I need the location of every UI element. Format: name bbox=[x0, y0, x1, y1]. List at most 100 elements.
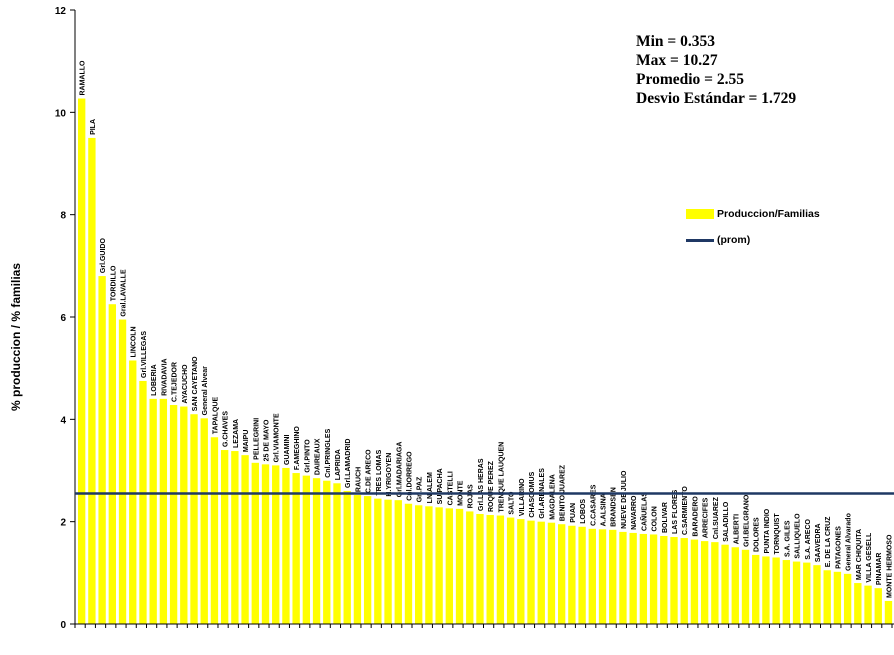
bar-label: COLON bbox=[652, 506, 659, 531]
bar-label: G.CHAVES bbox=[223, 411, 230, 447]
bar bbox=[670, 537, 678, 624]
bar-label: MAR CHIQUITA bbox=[856, 529, 863, 580]
bar-label: Grl.GUIDO bbox=[100, 238, 107, 274]
bar-label: ARRECIFES bbox=[703, 497, 710, 538]
legend-label-line: (prom) bbox=[717, 234, 751, 246]
bar bbox=[731, 547, 739, 624]
bar-label: CAÑUELAS bbox=[639, 492, 648, 531]
bar-label: MONTE HERMOSO bbox=[886, 534, 893, 598]
bar bbox=[384, 499, 392, 624]
bar-label: DOLORES bbox=[754, 517, 761, 552]
bar-label: S.A. GILES bbox=[784, 520, 791, 557]
bar-label: PUAN bbox=[570, 503, 577, 523]
legend-swatch-bar bbox=[686, 209, 714, 219]
bar bbox=[547, 522, 556, 624]
bar bbox=[711, 542, 719, 624]
bar-label: Gral.LAVALLE bbox=[121, 269, 128, 317]
y-axis-label: % produccion / % familias bbox=[9, 263, 23, 411]
bar bbox=[741, 549, 750, 624]
bar bbox=[874, 588, 882, 624]
bar-label: PUNTA INDIO bbox=[764, 508, 771, 553]
bar bbox=[343, 490, 351, 624]
bar-label: Grl.VIAMONTE bbox=[274, 413, 281, 462]
bar-label: 25 DE MAYO bbox=[264, 419, 271, 461]
bar bbox=[159, 398, 168, 624]
bar-label: LAS FLORES bbox=[672, 489, 679, 534]
bar-label: Grl.VILLEGAS bbox=[141, 331, 148, 378]
bar bbox=[190, 414, 198, 624]
bar-label: LOBERIA bbox=[151, 364, 158, 396]
legend: Produccion/Familias (prom) bbox=[686, 205, 820, 257]
bar-label: TRENQUE LAUQUEN bbox=[498, 442, 505, 513]
bar-label: BARADERO bbox=[692, 496, 699, 537]
bar bbox=[302, 475, 311, 624]
stat-min: Min = 0.353 bbox=[636, 33, 716, 50]
bar-label: S.A. ARECO bbox=[805, 518, 812, 559]
bar bbox=[854, 583, 862, 624]
bar-label: A.ALSINA bbox=[601, 493, 608, 526]
bar bbox=[374, 498, 382, 624]
bar-label: TORDILLO bbox=[110, 265, 117, 301]
legend-swatch-line bbox=[686, 238, 714, 242]
y-tick-label: 2 bbox=[60, 518, 66, 529]
y-tick-label: 4 bbox=[60, 415, 66, 426]
bar bbox=[619, 531, 627, 624]
bar bbox=[353, 495, 362, 624]
bar bbox=[139, 380, 147, 624]
bar-label: LAPRIDA bbox=[335, 449, 342, 480]
bar bbox=[792, 561, 801, 624]
bar bbox=[649, 534, 658, 624]
bar-label: LINCOLN bbox=[131, 326, 138, 357]
bar bbox=[843, 573, 852, 624]
legend-item-bars: Produccion/Familias bbox=[686, 205, 820, 223]
bar-label: C.TEJEDOR bbox=[172, 362, 179, 402]
bar bbox=[210, 437, 219, 624]
bar bbox=[833, 571, 842, 624]
bar-label: TORNQUIST bbox=[774, 513, 781, 555]
bar bbox=[241, 455, 249, 624]
bar bbox=[180, 406, 188, 624]
bar bbox=[333, 483, 341, 624]
bar bbox=[272, 465, 280, 624]
bar-label: PELLEGRINI bbox=[253, 418, 260, 460]
bar bbox=[220, 450, 229, 624]
bar bbox=[517, 519, 525, 624]
bar-label: VILLARINO bbox=[519, 478, 526, 516]
bar bbox=[568, 525, 576, 624]
bar-label: LEZAMA bbox=[233, 419, 240, 448]
bar bbox=[149, 398, 157, 624]
bar-label: E. DE LA CRUZ bbox=[825, 516, 832, 567]
bar-label: SAAVEDRA bbox=[815, 523, 822, 562]
bar bbox=[292, 473, 300, 624]
bar-label: C.CASARES bbox=[590, 484, 597, 526]
y-tick-label: 8 bbox=[60, 211, 66, 222]
bar bbox=[680, 538, 688, 624]
bar-label: SALTO bbox=[509, 491, 516, 515]
bar-label: General Alvear bbox=[202, 366, 209, 415]
y-tick-label: 0 bbox=[60, 620, 66, 631]
bar bbox=[363, 496, 372, 624]
bar bbox=[404, 503, 413, 624]
bar-label: Grl.BELGRANO bbox=[743, 494, 750, 547]
bar bbox=[251, 462, 259, 624]
bar-label: BOLIVAR bbox=[662, 502, 669, 533]
bar bbox=[282, 467, 290, 624]
bar bbox=[772, 557, 780, 624]
bar-label: VILLA GESELL bbox=[866, 532, 873, 583]
legend-item-line: (prom) bbox=[686, 231, 820, 249]
bar bbox=[466, 511, 474, 624]
bar-label: RIVADAVIA bbox=[161, 358, 168, 395]
bar bbox=[823, 570, 831, 624]
bar-label: Cnl.DORREGO bbox=[406, 451, 413, 501]
bar-label: RAUCH bbox=[355, 467, 362, 492]
bar-label: H.YRIGOYEN bbox=[386, 453, 393, 497]
bar bbox=[394, 500, 402, 624]
stat-desvio: Desvio Estándar = 1.729 bbox=[636, 90, 797, 107]
bar-label: Cnl.SUAREZ bbox=[713, 496, 720, 539]
bar bbox=[690, 539, 699, 624]
bar-label: SALLIQUELO bbox=[795, 513, 802, 559]
bar-label: Grl.PINTO bbox=[304, 439, 311, 473]
bar bbox=[312, 478, 321, 624]
